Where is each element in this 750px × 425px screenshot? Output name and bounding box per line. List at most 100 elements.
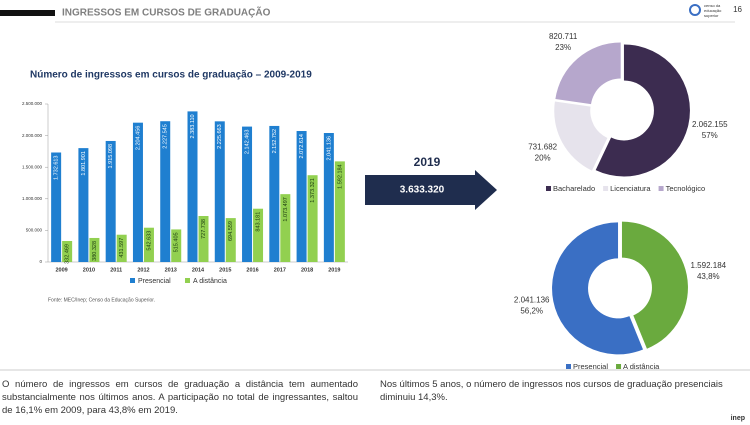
percent-label: 23% — [555, 43, 571, 52]
footer-logo: inep — [731, 415, 745, 422]
value-label: 542.633 — [146, 231, 152, 251]
percent-label: 20% — [535, 154, 551, 163]
value-label: 2.204.456 — [135, 126, 141, 150]
value-label: 2.227.545 — [163, 124, 169, 148]
note: O número de ingressos em cursos de gradu… — [2, 379, 358, 416]
header-title: INGRESSOS EM CURSOS DE GRADUAÇÃO — [62, 6, 271, 19]
bar — [307, 175, 318, 262]
bar — [132, 122, 143, 263]
logo-icon — [689, 4, 701, 16]
x-tick-label: 2010 — [83, 267, 95, 273]
bar — [214, 121, 225, 262]
percent-label: 43,8% — [697, 272, 720, 281]
donut-slice — [554, 101, 608, 171]
bar — [171, 229, 182, 262]
bar — [51, 152, 62, 262]
x-tick-label: 2015 — [219, 267, 231, 273]
legend-label: Tecnológico — [666, 184, 706, 193]
y-tick-label: 0 — [39, 259, 42, 264]
x-tick-label: 2016 — [246, 267, 258, 273]
value-label: 2.225.663 — [217, 124, 223, 148]
donut-slice — [621, 221, 688, 349]
legend-swatch — [546, 186, 551, 191]
x-tick-label: 2011 — [110, 267, 122, 273]
highlight-total: 3.633.320 — [400, 185, 445, 196]
legend-label: A distância — [193, 278, 227, 285]
value-label: 843.181 — [255, 212, 261, 232]
bar — [198, 216, 209, 262]
x-tick-label: 2014 — [192, 267, 205, 273]
value-label: 2.041.136 — [514, 295, 550, 304]
percent-label: 57% — [702, 131, 718, 140]
value-label: 2.072.614 — [299, 134, 305, 158]
y-tick-label: 2.000.000 — [22, 133, 43, 138]
bar — [143, 227, 154, 262]
bar — [269, 125, 280, 262]
bar — [160, 121, 171, 263]
value-label: 2.152.752 — [272, 129, 278, 153]
x-tick-label: 2012 — [137, 267, 149, 273]
value-label: 731.682 — [528, 143, 557, 152]
page-number: 16 — [733, 5, 742, 14]
bar — [116, 234, 127, 262]
value-label: 515.405 — [174, 232, 180, 252]
bar — [296, 131, 307, 262]
y-tick-label: 500.000 — [26, 228, 43, 233]
value-label: 2.041.136 — [326, 136, 332, 160]
y-tick-label: 2.500.000 — [22, 101, 43, 106]
value-label: 1.373.321 — [310, 178, 316, 202]
bar — [89, 237, 100, 262]
legend-swatch — [185, 278, 190, 283]
x-tick-label: 2013 — [165, 267, 177, 273]
percent-label: 56,2% — [520, 306, 543, 315]
donut-slice — [552, 222, 644, 355]
header-bar — [0, 10, 55, 16]
source: Fonte: MEC/Inep; Censo da Educação Super… — [48, 297, 155, 303]
legend-label: Presencial — [573, 362, 608, 371]
y-tick-label: 1.500.000 — [22, 164, 43, 169]
logo-text: educação — [704, 8, 722, 13]
legend-label: Licenciatura — [610, 184, 651, 193]
value-label: 694.559 — [228, 221, 234, 241]
value-label: 1.732.613 — [54, 155, 60, 179]
y-tick-label: 1.000.000 — [22, 196, 43, 201]
value-label: 727.738 — [201, 219, 207, 239]
bar — [242, 126, 253, 262]
bar — [225, 218, 236, 262]
value-label: 1.073.497 — [283, 197, 289, 221]
bar — [280, 194, 291, 262]
highlight-year: 2019 — [414, 155, 441, 169]
legend-swatch — [603, 186, 609, 191]
value-label: 431.597 — [119, 238, 125, 258]
note: Nos últimos 5 anos, o número de ingresso… — [380, 379, 723, 403]
value-label: 820.711 — [549, 32, 578, 41]
legend-swatch — [566, 364, 571, 369]
logo-text: censo da — [704, 3, 721, 8]
value-label: 1.592.184 — [337, 164, 343, 188]
value-label: 2.062.155 — [692, 120, 728, 129]
legend-swatch — [658, 186, 664, 191]
value-label: 2.383.110 — [190, 114, 196, 138]
donut-slice — [595, 44, 690, 177]
bar — [105, 140, 116, 262]
value-label: 380.328 — [92, 241, 98, 261]
legend-swatch — [616, 364, 622, 369]
value-label: 332.469 — [65, 244, 71, 264]
bar — [78, 148, 89, 262]
legend-swatch — [130, 278, 135, 283]
logo-text: superior — [704, 13, 719, 18]
x-tick-label: 2009 — [56, 267, 68, 273]
value-label: 1.592.184 — [691, 261, 727, 270]
donut-slice — [555, 42, 621, 105]
x-tick-label: 2017 — [274, 267, 286, 273]
value-label: 2.142.463 — [244, 130, 250, 154]
arrow — [365, 170, 497, 210]
bar — [62, 240, 73, 262]
legend-label: A distância — [623, 362, 660, 371]
legend-label: Bacharelado — [553, 184, 595, 193]
bar — [323, 133, 334, 262]
value-label: 1.915.098 — [108, 144, 114, 168]
bar — [187, 111, 198, 262]
